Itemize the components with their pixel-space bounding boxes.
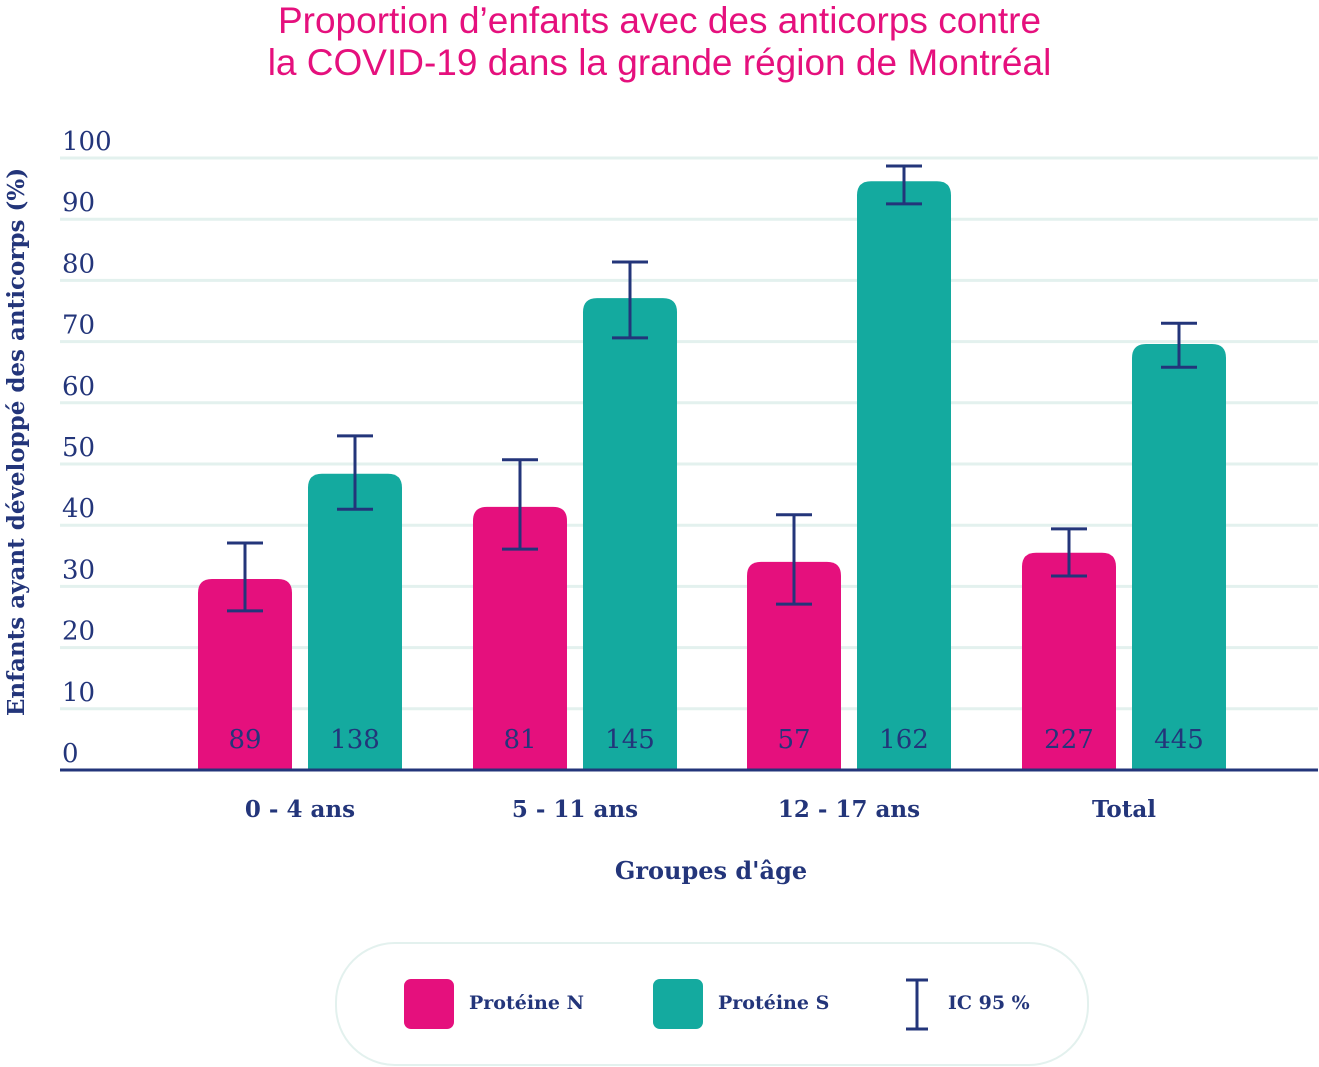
bar-chart: 0 10 20 30 40 50 60 70 80 90 100 89 138 0 - 4 ans 81 14… (3, 127, 1318, 885)
bar (857, 181, 951, 771)
legend-swatch-s (653, 979, 703, 1029)
x-tick-label: 5 - 11 ans (512, 796, 638, 823)
y-tick-label: 20 (62, 617, 95, 647)
legend: Protéine N Protéine S IC 95 % (335, 942, 1089, 1066)
legend-label-ci: IC 95 % (948, 992, 1030, 1014)
y-tick-label: 0 (62, 739, 79, 769)
bar-count-label: 227 (1044, 725, 1094, 755)
y-tick-label: 60 (62, 372, 95, 402)
bar (747, 561, 841, 770)
bar (1132, 344, 1226, 770)
bar (198, 579, 292, 770)
y-tick-label: 40 (62, 494, 95, 524)
bar (1022, 552, 1116, 770)
bar-count-label: 138 (330, 725, 380, 755)
error-bar-icon (906, 978, 928, 1031)
bar-count-label: 57 (777, 725, 810, 755)
x-tick-label: Total (1092, 796, 1156, 823)
x-tick-label: 12 - 17 ans (778, 796, 920, 823)
title-line-1: Proportion d’enfants avec des anticorps … (277, 0, 1042, 41)
y-tick-label: 10 (62, 678, 95, 708)
y-tick-label: 50 (62, 433, 95, 463)
y-tick-label: 80 (62, 249, 95, 279)
y-tick-label: 100 (62, 127, 112, 157)
y-tick-label: 90 (62, 188, 95, 218)
y-tick-label: 70 (62, 311, 95, 341)
legend-swatch-n (404, 979, 454, 1029)
legend-label-n: Protéine N (469, 992, 584, 1014)
legend-label-s: Protéine S (718, 992, 830, 1014)
bar-count-label: 162 (879, 725, 929, 755)
bar (308, 473, 402, 770)
bar-count-label: 445 (1154, 725, 1204, 755)
bar-count-label: 89 (228, 725, 261, 755)
y-tick-label: 30 (62, 555, 95, 585)
bar-count-label: 145 (605, 725, 655, 755)
bar-count-label: 81 (503, 725, 536, 755)
title-line-2: la COVID-19 dans la grande région de Mon… (267, 42, 1052, 83)
bar (473, 506, 567, 770)
x-axis-label: Groupes d'âge (615, 856, 807, 885)
bar (583, 298, 677, 770)
y-axis-label: Enfants ayant développé des anticorps (%… (3, 168, 30, 716)
chart-title: Proportion d’enfants avec des anticorps … (0, 0, 1319, 84)
x-tick-label: 0 - 4 ans (245, 796, 355, 823)
